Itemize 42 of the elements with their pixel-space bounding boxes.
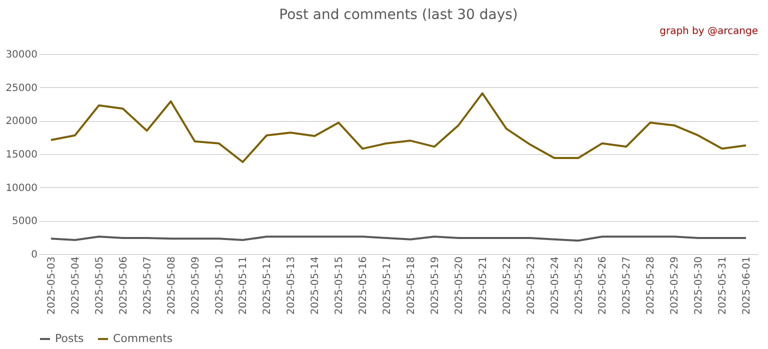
x-tick-label: 2025-05-26 bbox=[598, 256, 609, 315]
chart-title: Post and comments (last 30 days) bbox=[279, 7, 518, 23]
legend-label: Comments bbox=[113, 332, 173, 345]
y-tick-label: 15000 bbox=[6, 150, 38, 160]
x-tick-label: 2025-05-23 bbox=[526, 256, 537, 315]
x-tick-label: 2025-05-30 bbox=[694, 256, 705, 315]
y-tick-label: 30000 bbox=[6, 50, 38, 60]
x-tick-label: 2025-05-06 bbox=[118, 256, 130, 315]
x-tick-label: 2025-05-10 bbox=[214, 256, 226, 315]
y-tick-label: 20000 bbox=[6, 116, 38, 128]
x-tick-label: 2025-05-12 bbox=[262, 256, 274, 315]
x-tick-label: 2025-05-20 bbox=[454, 256, 465, 315]
x-tick-label: 2025-05-07 bbox=[142, 256, 154, 315]
x-tick-label: 2025-05-14 bbox=[310, 256, 322, 315]
x-tick-label: 2025-05-22 bbox=[502, 256, 513, 315]
x-tick-label: 2025-05-05 bbox=[94, 256, 106, 315]
x-tick-label: 2025-05-27 bbox=[622, 256, 633, 315]
x-tick-label: 2025-05-17 bbox=[382, 256, 394, 315]
x-tick-label: 2025-05-08 bbox=[166, 256, 178, 315]
x-tick-label: 2025-05-21 bbox=[478, 256, 489, 315]
x-tick-label: 2025-05-29 bbox=[670, 256, 681, 315]
text: graph by @arcange bbox=[660, 26, 758, 37]
x-tick-label: 2025-05-09 bbox=[190, 256, 202, 315]
x-tick-label: 2025-05-04 bbox=[70, 256, 82, 315]
y-tick-label: 0 bbox=[31, 250, 38, 260]
line-series bbox=[50, 92, 748, 163]
x-tick-label: 2025-05-28 bbox=[646, 256, 657, 315]
y-tick-label: 10000 bbox=[6, 182, 38, 194]
x-tick-label: 2025-05-15 bbox=[334, 256, 346, 315]
x-tick-label: 2025-05-19 bbox=[430, 256, 441, 315]
x-tick-label: 2025-05-11 bbox=[238, 256, 250, 315]
x-tick-label: 2025-05-31 bbox=[718, 256, 729, 315]
x-tick-label: 2025-05-24 bbox=[550, 256, 561, 315]
y-tick-label: 25000 bbox=[6, 82, 38, 94]
x-tick-label: 2025-05-13 bbox=[286, 256, 298, 315]
x-tick-label: 2025-05-18 bbox=[406, 256, 417, 315]
x-tick-label: 2025-06-01 bbox=[742, 256, 753, 315]
x-tick-label: 2025-05-16 bbox=[358, 256, 370, 315]
legend-label: Posts bbox=[55, 332, 84, 345]
y-tick-label: 5000 bbox=[12, 216, 38, 228]
x-tick-label: 2025-05-25 bbox=[574, 256, 585, 315]
x-tick-label: 2025-05-03 bbox=[46, 256, 58, 315]
